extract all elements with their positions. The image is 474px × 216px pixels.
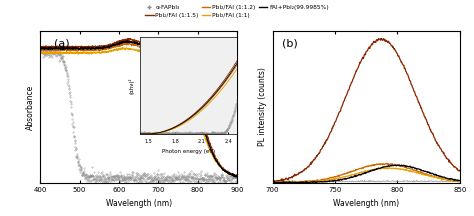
X-axis label: Wavelength (nm): Wavelength (nm) <box>106 199 172 208</box>
Y-axis label: Absorbance: Absorbance <box>26 84 35 130</box>
Legend: α-FAPbI₃, PbI₂/FAI (1:1.5), PbI₂/FAI (1:1.2), PbI₂/FAI (1:1), FAI+PbI₂(99.9985%): α-FAPbI₃, PbI₂/FAI (1:1.5), PbI₂/FAI (1:… <box>143 3 331 21</box>
X-axis label: Wavelength (nm): Wavelength (nm) <box>333 199 399 208</box>
Y-axis label: (αhν)²: (αhν)² <box>128 77 134 94</box>
Y-axis label: PL intensity (counts): PL intensity (counts) <box>258 67 267 146</box>
Text: (b): (b) <box>282 38 298 48</box>
Text: (a): (a) <box>54 38 70 48</box>
X-axis label: Photon energy (eV): Photon energy (eV) <box>162 149 215 154</box>
